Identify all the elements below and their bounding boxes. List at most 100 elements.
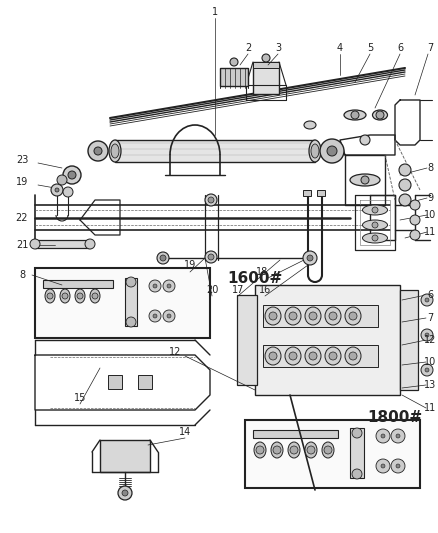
Circle shape [122, 490, 128, 496]
Circle shape [371, 222, 377, 228]
Circle shape [398, 179, 410, 191]
Circle shape [51, 184, 63, 196]
Ellipse shape [45, 289, 55, 303]
Circle shape [390, 429, 404, 443]
Circle shape [348, 312, 356, 320]
Circle shape [162, 280, 175, 292]
Circle shape [126, 277, 136, 287]
Ellipse shape [362, 233, 387, 243]
Circle shape [395, 464, 399, 468]
Circle shape [375, 111, 383, 119]
Circle shape [348, 352, 356, 360]
Bar [244, 420, 419, 488]
Ellipse shape [60, 289, 70, 303]
Circle shape [326, 146, 336, 156]
Circle shape [255, 446, 263, 454]
Bar [262, 345, 377, 367]
Circle shape [323, 446, 331, 454]
Ellipse shape [270, 442, 283, 458]
Circle shape [57, 175, 67, 185]
Circle shape [63, 166, 81, 184]
Text: 10: 10 [423, 210, 435, 220]
Circle shape [63, 187, 73, 197]
Circle shape [230, 58, 237, 66]
Bar [35, 268, 209, 338]
Bar [252, 62, 279, 94]
Ellipse shape [344, 307, 360, 325]
Circle shape [268, 352, 276, 360]
Text: 9: 9 [426, 193, 432, 203]
Circle shape [360, 176, 368, 184]
Circle shape [47, 293, 53, 299]
Circle shape [308, 312, 316, 320]
Circle shape [424, 298, 428, 302]
Text: 14: 14 [178, 427, 191, 437]
Circle shape [153, 314, 157, 318]
Text: 12: 12 [169, 347, 181, 357]
Bar [302, 190, 310, 196]
Circle shape [92, 293, 98, 299]
Ellipse shape [321, 442, 333, 458]
Text: 10: 10 [423, 357, 435, 367]
Circle shape [420, 364, 432, 376]
Text: 7: 7 [426, 313, 432, 323]
Circle shape [126, 317, 136, 327]
Circle shape [409, 230, 419, 240]
Text: 18: 18 [255, 267, 268, 277]
Circle shape [268, 312, 276, 320]
Circle shape [424, 333, 428, 337]
Bar [252, 62, 279, 68]
Text: 6: 6 [426, 290, 432, 300]
Text: 8: 8 [426, 163, 432, 173]
Circle shape [328, 352, 336, 360]
Circle shape [328, 312, 336, 320]
Circle shape [371, 235, 377, 241]
Text: 19: 19 [184, 260, 196, 270]
Circle shape [77, 293, 83, 299]
Circle shape [205, 194, 216, 206]
Text: 5: 5 [366, 43, 372, 53]
Ellipse shape [304, 347, 320, 365]
Bar [125, 278, 137, 326]
Circle shape [351, 428, 361, 438]
Ellipse shape [287, 442, 299, 458]
Circle shape [409, 215, 419, 225]
Circle shape [261, 54, 269, 62]
Bar [237, 295, 256, 385]
Circle shape [85, 239, 95, 249]
Ellipse shape [254, 442, 265, 458]
Circle shape [30, 239, 40, 249]
Bar [43, 280, 113, 288]
Circle shape [148, 310, 161, 322]
Circle shape [302, 251, 316, 265]
Ellipse shape [111, 144, 119, 158]
Circle shape [359, 135, 369, 145]
Bar [115, 140, 314, 162]
Ellipse shape [324, 347, 340, 365]
Ellipse shape [343, 110, 365, 120]
Text: 2: 2 [244, 43, 251, 53]
Circle shape [208, 197, 213, 203]
Ellipse shape [310, 144, 318, 158]
Bar [35, 240, 90, 248]
Circle shape [420, 329, 432, 341]
Circle shape [350, 111, 358, 119]
Text: 11: 11 [423, 403, 435, 413]
Bar [252, 430, 337, 438]
Ellipse shape [109, 140, 121, 162]
Text: 11: 11 [423, 227, 435, 237]
Text: 19: 19 [16, 177, 28, 187]
Ellipse shape [90, 289, 100, 303]
Circle shape [319, 139, 343, 163]
Text: 7: 7 [426, 43, 432, 53]
Ellipse shape [303, 121, 315, 129]
Bar [100, 440, 150, 472]
Text: 6: 6 [396, 43, 402, 53]
Circle shape [68, 171, 76, 179]
Circle shape [390, 459, 404, 473]
Ellipse shape [284, 307, 300, 325]
Bar [138, 375, 152, 389]
Circle shape [395, 434, 399, 438]
Circle shape [118, 486, 132, 500]
Bar [349, 428, 363, 478]
